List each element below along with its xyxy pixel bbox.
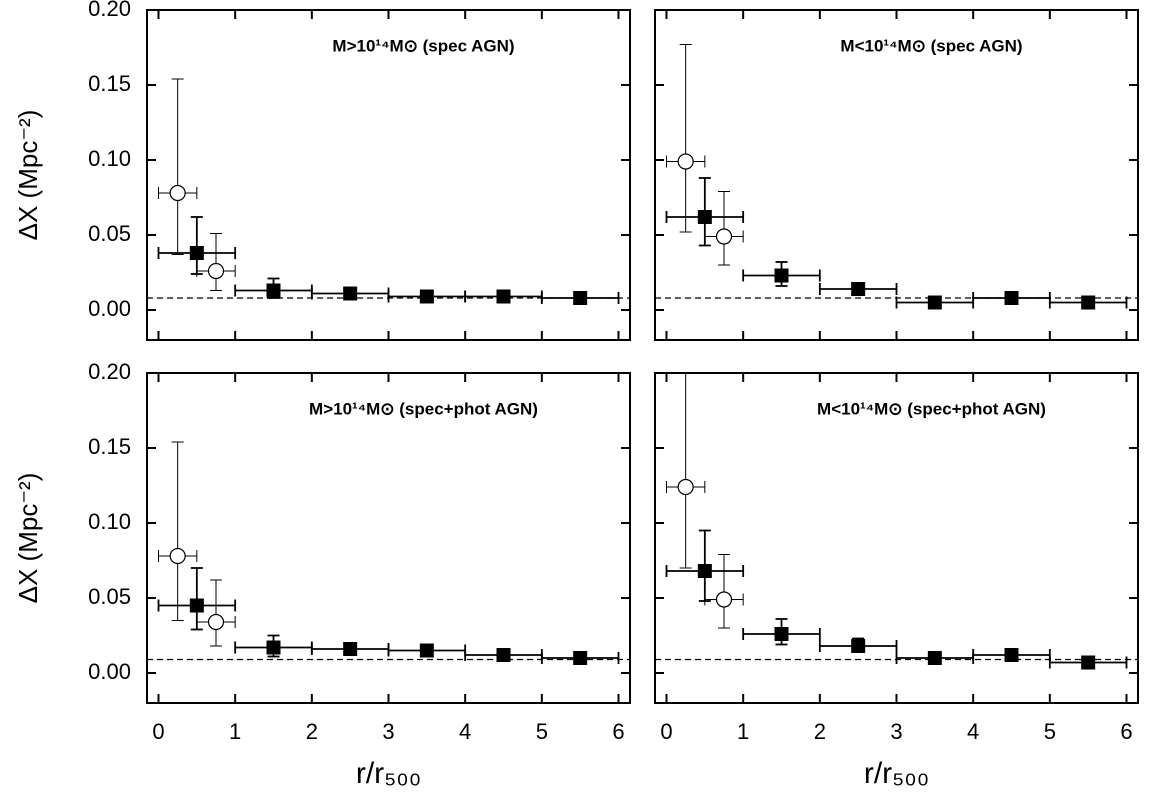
point [266,283,281,298]
x-tick-label: 3 [382,719,394,744]
plot-area [655,373,1138,670]
y-tick-label: 0.00 [88,296,131,321]
point [715,228,733,245]
panel: M<10¹⁴M⊙ (spec AGN) [654,9,1139,341]
panel-title: M>10¹⁴M⊙ (spec AGN) [332,36,514,55]
x-tick-label: 5 [1044,719,1056,744]
point [677,153,694,170]
x-tick-label: 4 [459,719,471,744]
x-tick-label: 1 [737,719,749,744]
point [774,268,789,283]
x-tick-label: 0 [152,719,164,744]
point [169,184,186,202]
point [677,478,694,496]
panel: 0 1 2 3 4 5 6 M<10¹⁴M⊙ (spec+phot AGN) r/r₅₀₀ [654,372,1139,790]
panel: 0 1 2 3 4 5 6 0.00 0.05 0.10 0.15 0.20 M>10¹⁴M⊙ (spe… [13,359,631,790]
point [851,639,866,653]
x-tick-label: 2 [306,719,318,744]
y-tick-label: 0.20 [88,359,131,384]
panel-title: M<10¹⁴M⊙ (spec AGN) [840,36,1022,55]
point [419,643,434,658]
plot-frame [146,372,631,704]
y-tick-label: 0.10 [88,146,131,171]
x-tick-label: 1 [229,719,241,744]
plot-frame [654,372,1139,704]
panel-title: M<10¹⁴M⊙ (spec+phot AGN) [817,399,1046,418]
y-axis-label: ΔX (Mpc⁻²) [13,110,43,241]
point [851,282,866,296]
x-tick-label: 2 [814,719,826,744]
point [207,262,225,280]
y-tick-label: 0.05 [88,221,131,246]
point [419,289,434,304]
y-tick-label: 0.10 [88,509,131,534]
y-tick-label: 0.00 [88,659,131,684]
point [207,613,225,631]
x-axis-label: r/r₅₀₀ [356,757,421,790]
point [927,651,942,665]
point [697,210,712,224]
panel: 0.00 0.05 0.10 0.15 0.20 M>10¹⁴M⊙ (spec AGN) Δ… [13,0,631,341]
point [1004,648,1019,662]
point [266,640,281,655]
x-tick-label: 5 [536,719,548,744]
y-tick-label: 0.20 [88,0,131,21]
panel-title: M>10¹⁴M⊙ (spec+phot AGN) [309,399,538,418]
point [774,627,789,641]
plot-area [147,78,630,305]
x-axis-label: r/r₅₀₀ [864,757,929,790]
x-tick-label: 4 [967,719,979,744]
point [573,651,588,665]
x-tick-label: 6 [612,719,624,744]
y-tick-label: 0.05 [88,584,131,609]
point [496,289,511,304]
x-tick-label: 6 [1120,719,1132,744]
plot-frame [146,9,631,341]
plot-frame [654,9,1139,341]
point [343,642,358,656]
y-axis-label: ΔX (Mpc⁻²) [13,473,43,604]
y-tick-label: 0.15 [88,71,131,96]
point [169,547,186,565]
point [189,598,204,613]
point [1081,655,1096,670]
point [1004,291,1019,305]
point [496,648,511,662]
point [697,564,712,578]
y-tick-label: 0.15 [88,434,131,459]
x-tick-label: 0 [660,719,672,744]
point [573,291,588,305]
point [1081,295,1096,310]
x-tick-label: 3 [890,719,902,744]
plot-area [655,44,1138,310]
point [343,286,358,301]
point [189,246,204,260]
point [715,591,733,608]
point [927,295,942,310]
plot-area [147,441,630,665]
